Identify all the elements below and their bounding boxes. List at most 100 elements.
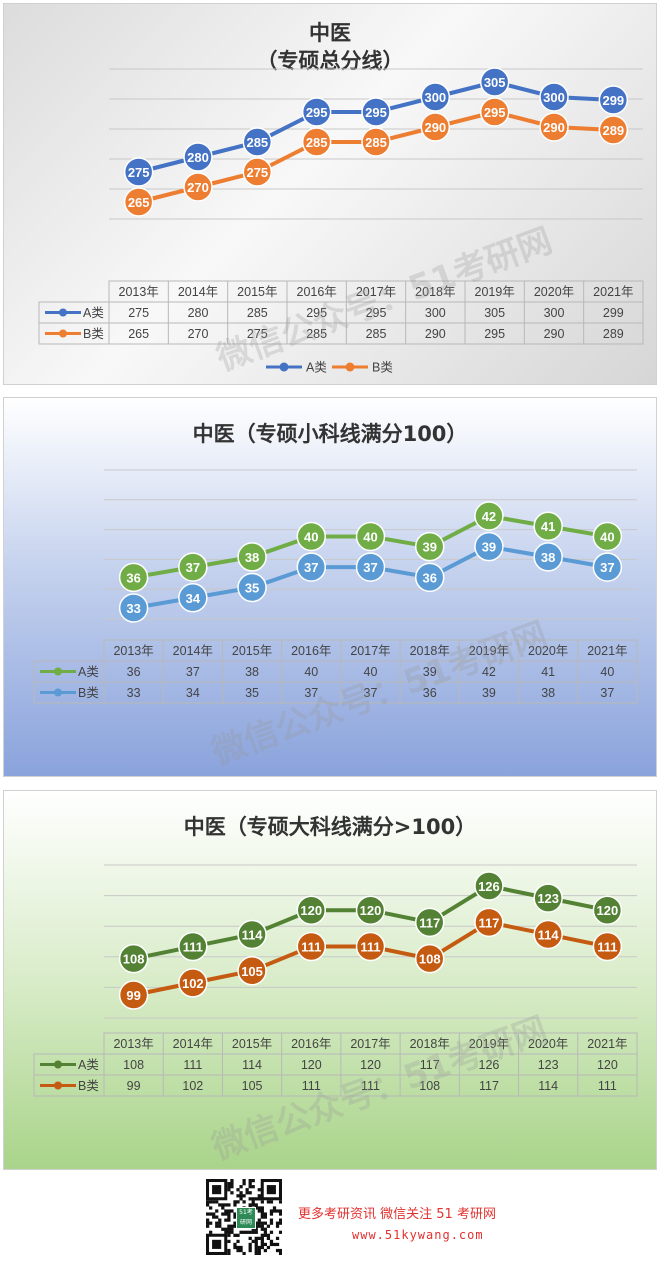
table-cell: 275 [128, 306, 149, 320]
qr-module [218, 1218, 222, 1222]
qr-module [278, 1200, 283, 1204]
data-label: 40 [600, 529, 614, 544]
table-cell: 126 [479, 1058, 500, 1072]
qr-module [224, 1203, 228, 1207]
qr-module [206, 1224, 210, 1228]
data-label: 300 [543, 90, 565, 105]
qr-module [227, 1230, 231, 1234]
qr-module [254, 1245, 258, 1250]
qr-module [275, 1224, 280, 1228]
qr-module [233, 1224, 237, 1228]
qr-module [242, 1200, 246, 1204]
qr-module [254, 1224, 258, 1228]
data-point [118, 593, 149, 623]
qr-module [248, 1197, 252, 1201]
qr-module [278, 1212, 283, 1216]
table-cell: 108 [123, 1058, 144, 1072]
data-label: 37 [304, 560, 318, 575]
qr-module [263, 1212, 267, 1216]
qr-module [242, 1179, 246, 1183]
data-label: 295 [306, 105, 328, 120]
data-point [539, 82, 569, 112]
table-legend-marker [54, 1081, 62, 1090]
data-point [355, 931, 386, 962]
qr-module [278, 1209, 283, 1213]
qr-module [260, 1212, 264, 1216]
qr-module [221, 1212, 225, 1216]
tick-label: 2017年 [350, 1037, 390, 1051]
qr-module [224, 1218, 228, 1222]
line-chart-large-subject: 108 111 114 120 120 117 126 123 120 99 102 105 111 11… [33, 864, 638, 1097]
qr-module [239, 1194, 243, 1198]
table-cell: 295 [366, 306, 387, 320]
table-legend-marker [59, 329, 67, 338]
tick-label: 2020年 [528, 644, 568, 658]
qr-module [266, 1224, 271, 1228]
qr-module [224, 1227, 228, 1231]
table-cell: 295 [484, 327, 505, 341]
tick-label: 2016年 [297, 285, 337, 299]
qr-module [230, 1191, 234, 1195]
data-table: 2013年 2014年 2015年 2016年 2017年 2018年 2019年 2020年… [33, 1032, 638, 1097]
table-cell: 36 [423, 686, 437, 700]
qr-module [239, 1248, 243, 1253]
qr-module [278, 1218, 283, 1222]
promo-url[interactable]: www.51kywang.com [352, 1228, 484, 1242]
qr-module [251, 1179, 255, 1183]
qr-module [227, 1185, 231, 1189]
data-point [118, 943, 149, 974]
qr-module [257, 1218, 261, 1222]
qr-module [227, 1227, 231, 1231]
tick-label: 2014年 [173, 1037, 213, 1051]
qr-module [251, 1239, 255, 1244]
data-point [118, 980, 149, 1010]
qr-module [230, 1209, 234, 1213]
qr-module [239, 1185, 243, 1189]
data-label: 111 [597, 940, 617, 955]
qr-module [248, 1182, 252, 1186]
tick-label: 2013年 [113, 644, 153, 658]
qr-module [257, 1221, 261, 1225]
table-cell: 285 [306, 327, 327, 341]
data-label: 275 [246, 165, 268, 180]
data-label: 108 [123, 952, 145, 967]
data-point [539, 112, 569, 142]
data-label: 102 [182, 976, 204, 991]
data-label: 99 [126, 988, 140, 1003]
qr-module [251, 1230, 255, 1234]
qr-finder [266, 1185, 276, 1195]
table-cell: 39 [423, 665, 437, 679]
data-point [296, 931, 327, 962]
tick-label: 2016年 [291, 644, 331, 658]
data-point [296, 895, 327, 925]
table-cell: 35 [245, 686, 259, 700]
qr-module [254, 1251, 258, 1256]
data-label: 111 [183, 940, 203, 955]
tick-label: 2021年 [587, 1037, 627, 1051]
table-cell: 290 [544, 327, 565, 341]
data-point [301, 97, 332, 127]
qr-module [227, 1203, 231, 1207]
data-point [301, 127, 332, 157]
qr-module [278, 1248, 283, 1253]
qr-module [275, 1221, 280, 1225]
qr-module [245, 1191, 249, 1195]
qr-code-icon: 51考研网 [206, 1179, 283, 1256]
qr-module [215, 1221, 219, 1225]
qr-module [254, 1236, 258, 1240]
data-point [598, 85, 629, 115]
table-cell: 34 [186, 686, 200, 700]
data-point [237, 542, 267, 572]
qr-module [257, 1245, 261, 1250]
data-label: 40 [363, 529, 377, 544]
data-label: 117 [478, 915, 499, 930]
data-point [533, 542, 563, 572]
table-cell: 40 [364, 665, 378, 679]
qr-module [233, 1245, 237, 1250]
table-cell: 300 [544, 306, 565, 320]
qr-module [206, 1221, 210, 1225]
qr-module [266, 1200, 271, 1204]
data-point [178, 968, 208, 998]
data-point [592, 931, 623, 962]
tick-label: 2017年 [356, 285, 396, 299]
